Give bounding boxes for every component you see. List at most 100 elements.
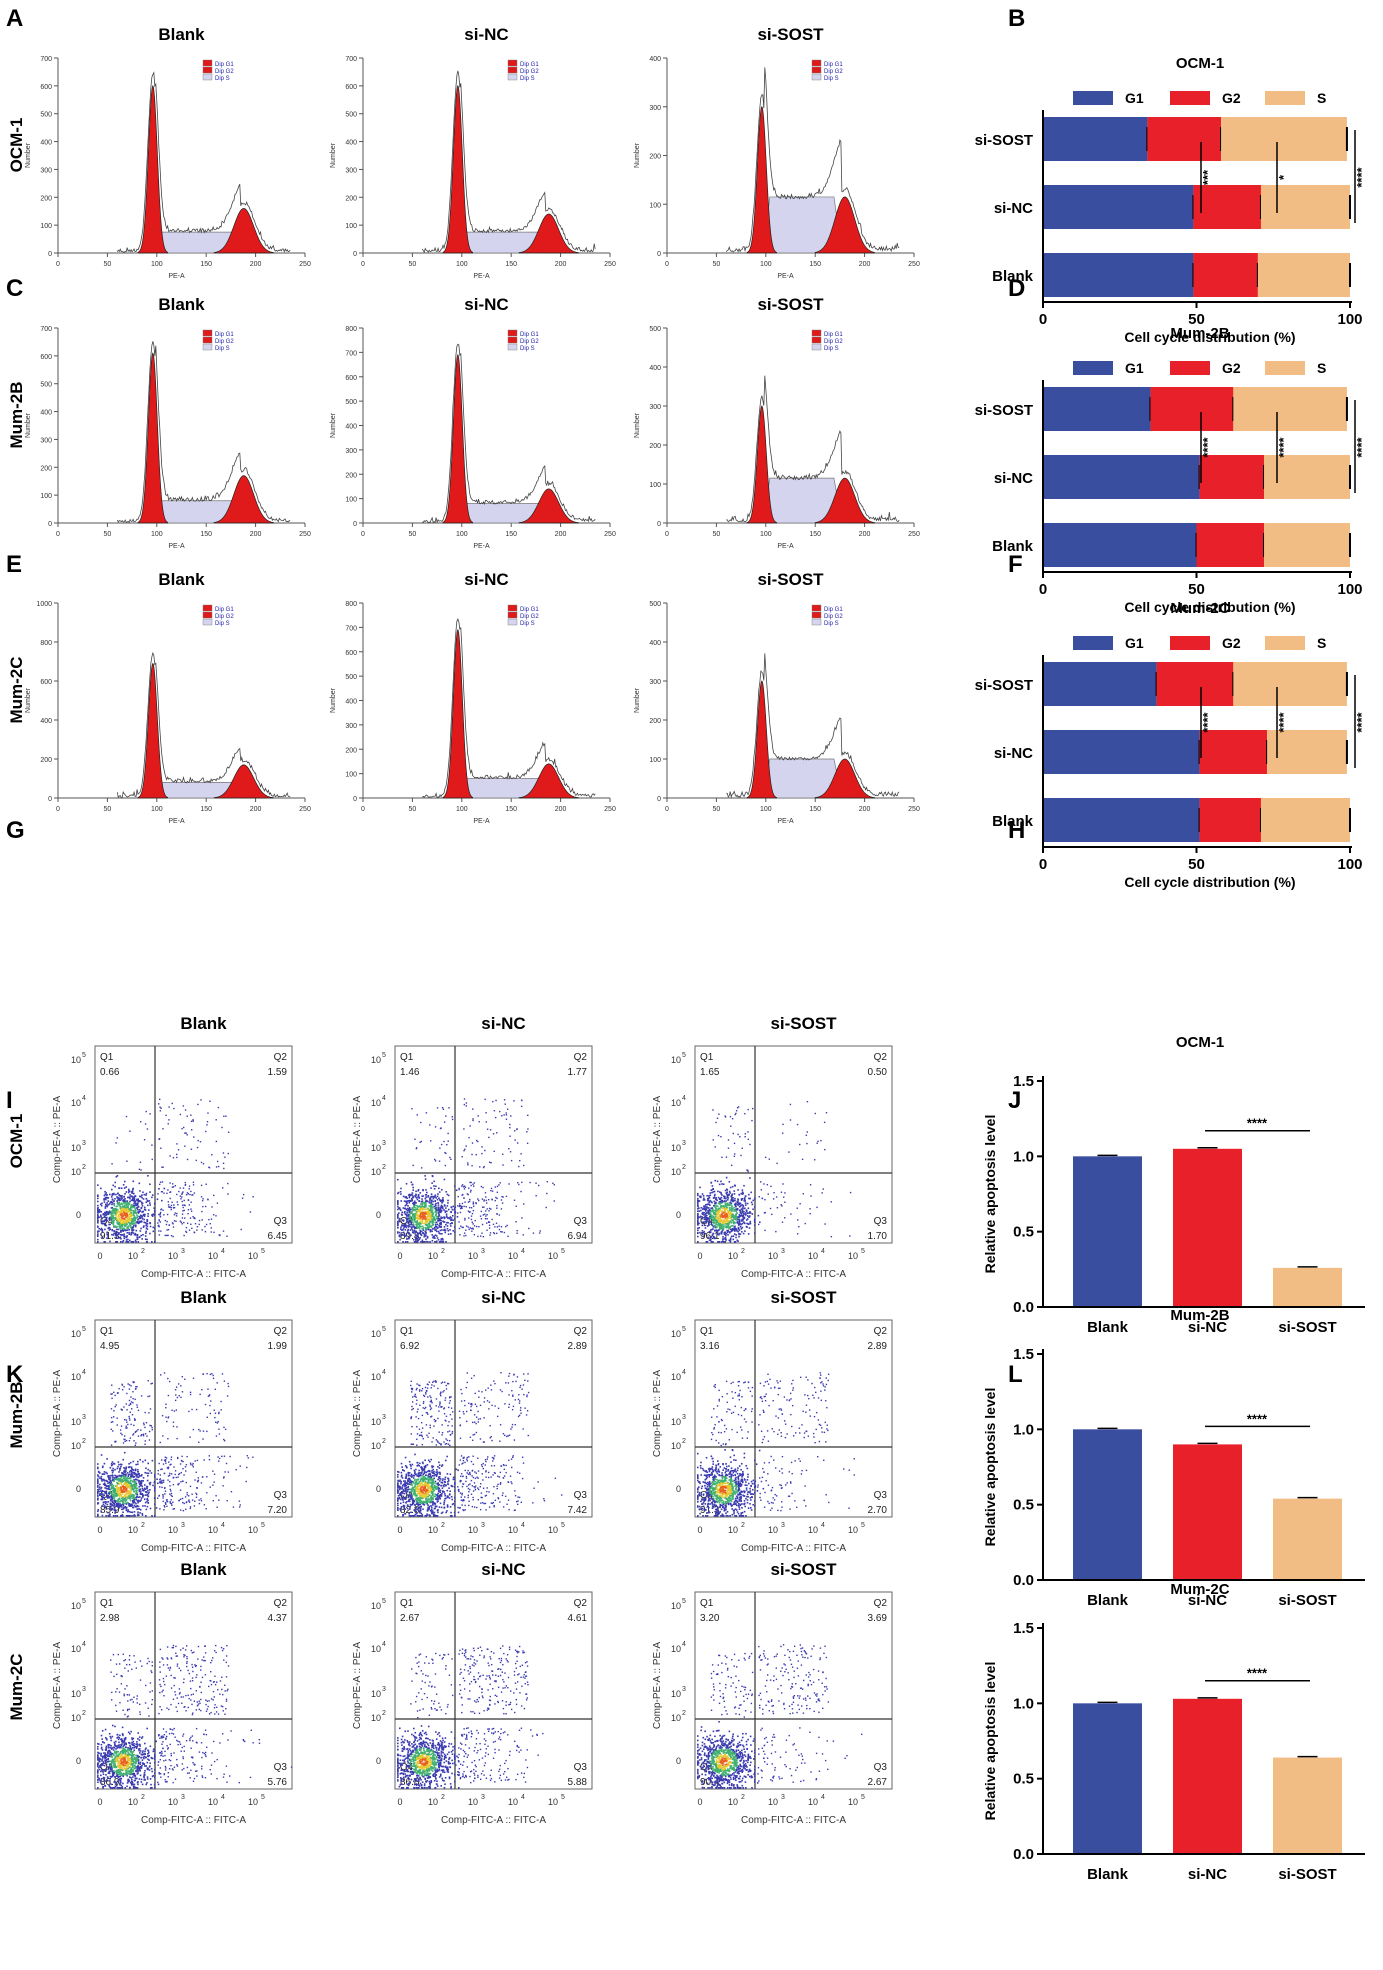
scatter-dot [215, 1119, 217, 1121]
scatter-dot [116, 1175, 119, 1177]
scatter-dot [127, 1188, 130, 1191]
scatter-dot [436, 1217, 438, 1220]
scatter-dot [180, 1480, 182, 1483]
scatter-dot [500, 1231, 502, 1233]
scatter-dot [122, 1487, 125, 1490]
scatter-dot [446, 1216, 448, 1219]
chart-title: Mum-2C [1170, 600, 1229, 617]
scatter-dot [146, 1222, 149, 1225]
scatter-dot [430, 1193, 433, 1196]
scatter-dot [697, 1229, 699, 1232]
scatter-dot [136, 1493, 138, 1495]
scatter-dot [175, 1215, 178, 1217]
scatter-dot [424, 1208, 426, 1211]
scatter-dot [123, 1235, 126, 1238]
scatter-dot [128, 1473, 131, 1476]
scatter-dot [99, 1493, 101, 1495]
scatter-dot [112, 1193, 114, 1195]
scatter-dot [736, 1239, 739, 1242]
scatter-dot [806, 1131, 809, 1133]
scatter-dot [401, 1224, 403, 1226]
scatter-dot [141, 1514, 144, 1516]
scatter-dot [105, 1204, 108, 1207]
scatter-dot [720, 1225, 722, 1227]
scatter-dot [159, 1181, 162, 1183]
scatter-dot [504, 1103, 506, 1105]
scatter-dot [431, 1212, 434, 1215]
scatter-dot [459, 1207, 462, 1210]
legend-label: Dip G1 [215, 62, 234, 68]
scatter-dot [398, 1220, 401, 1223]
scatter-dot [443, 1216, 445, 1218]
scatter-dot [503, 1231, 506, 1234]
scatter-dot [118, 1237, 121, 1239]
scatter-dot [419, 1215, 421, 1217]
scatter-dot [135, 1217, 137, 1219]
scatter-dot [493, 1232, 496, 1235]
scatter-dot [710, 1215, 713, 1218]
scatter-dot [424, 1228, 427, 1230]
scatter-dot [421, 1221, 423, 1223]
scatter-dot [535, 1195, 537, 1197]
scatter-dot [725, 1208, 728, 1211]
scatter-dot [120, 1481, 122, 1484]
scatter-dot [119, 1490, 121, 1493]
scatter-dot [114, 1233, 117, 1236]
scatter-dot [716, 1214, 718, 1216]
scatter-dot [728, 1223, 730, 1225]
scatter-dot [137, 1222, 140, 1225]
row-label: OCM-1 [7, 1114, 26, 1169]
scatter-dot [425, 1196, 427, 1198]
scatter-dot [740, 1228, 743, 1230]
scatter-dot [488, 1136, 490, 1139]
scatter-dot [111, 1497, 113, 1500]
g1-peak [442, 354, 474, 524]
scatter-dot [139, 1512, 141, 1514]
scatter-dot [135, 1489, 137, 1492]
panel-title: Blank [180, 1288, 227, 1307]
scatter-dot [719, 1213, 721, 1216]
scatter-dot [732, 1216, 735, 1219]
quadrant-value: 1.46 [400, 1067, 420, 1078]
y-tick-label: 300 [649, 105, 661, 112]
scatter-dot [411, 1213, 414, 1215]
scatter-dot [703, 1197, 705, 1200]
scatter-dot [707, 1236, 709, 1239]
scatter-dot [701, 1193, 704, 1195]
scatter-dot [416, 1220, 418, 1222]
scatter-dot [129, 1482, 131, 1484]
scatter-dot [419, 1220, 422, 1223]
scatter-dot [154, 1486, 156, 1488]
scatter-dot [190, 1129, 193, 1131]
scatter-dot [726, 1206, 729, 1209]
scatter-dot [131, 1487, 134, 1490]
scatter-dot [722, 1226, 724, 1228]
scatter-dot [790, 1213, 792, 1215]
scatter-dot [422, 1229, 425, 1232]
scatter-dot [128, 1471, 131, 1473]
scatter-dot [733, 1208, 736, 1211]
scatter-dot [154, 1490, 156, 1492]
scatter-dot [443, 1121, 446, 1123]
scatter-dot [416, 1236, 419, 1238]
scatter-dot [126, 1229, 129, 1231]
scatter-dot [103, 1213, 106, 1216]
scatter-dot [719, 1203, 721, 1206]
scatter-dot [697, 1192, 699, 1195]
scatter-dot [432, 1195, 435, 1198]
scatter-dot [116, 1221, 119, 1223]
x-tick-label: 200 [859, 806, 871, 813]
scatter-dot [731, 1196, 733, 1199]
scatter-dot [411, 1194, 414, 1197]
scatter-dot [520, 1190, 522, 1193]
scatter-dot [117, 1202, 120, 1204]
scatter-dot [139, 1491, 142, 1493]
scatter-dot [143, 1215, 146, 1218]
legend-label: G1 [1125, 360, 1144, 376]
scatter-dot [754, 1221, 756, 1223]
scatter-dot [111, 1228, 114, 1231]
scatter-dot [112, 1184, 115, 1187]
x-tick-label: 200 [250, 261, 262, 268]
scatter-dot [708, 1200, 711, 1203]
bar-segment [1156, 662, 1234, 706]
